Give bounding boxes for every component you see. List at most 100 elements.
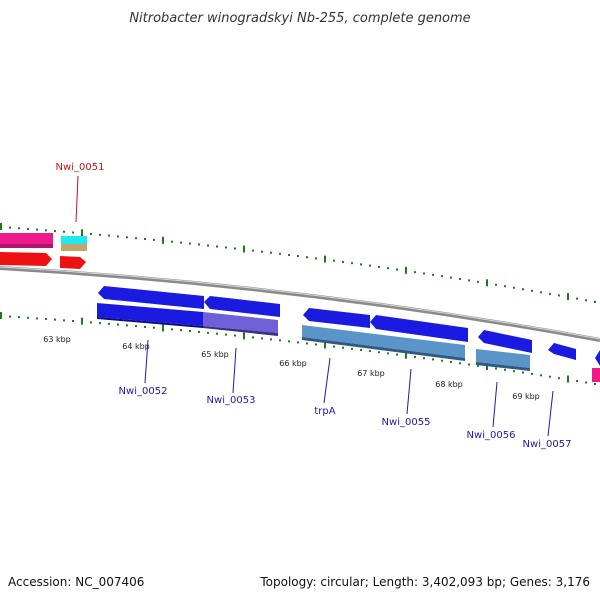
outer-ruler-tick-31 (279, 252, 281, 255)
outer-ruler-tick-56 (504, 285, 506, 288)
outer-ruler-tick-23 (207, 244, 209, 247)
outer-ruler-tick-38 (342, 260, 344, 263)
leader-line-nwi-0056 (492, 381, 498, 428)
cds-arrow-nwi-0056[interactable] (478, 330, 532, 353)
gene-label-nwi-0053[interactable]: Nwi_0053 (207, 395, 256, 406)
gene-bar-nwi-0052[interactable] (97, 303, 203, 326)
outer-ruler-tick-22 (198, 243, 200, 246)
outer-ruler-tick-17 (153, 238, 155, 241)
inner-ruler-tick-0 (0, 312, 2, 319)
gene-label-trpa[interactable]: trpA (314, 406, 335, 417)
outer-ruler-tick-3 (27, 227, 29, 230)
outer-ruler-tick-12 (108, 234, 110, 237)
outer-ruler-tick-34 (306, 256, 308, 259)
gene-label-nwi-0056[interactable]: Nwi_0056 (467, 430, 516, 441)
gene-bar-nwi-0053-shadow (203, 326, 278, 336)
feature-red-arrow-nwi-0051[interactable] (60, 256, 86, 269)
genome-backbone (0, 266, 600, 342)
outer-ruler-tick-25 (225, 246, 227, 249)
inner-ruler-tick-29 (261, 337, 263, 340)
outer-ruler-tick-47 (423, 272, 425, 275)
inner-ruler-tick-12 (108, 322, 110, 325)
scale-label-66kbp: 66 kbp (279, 359, 307, 368)
inner-ruler-tick-22 (198, 330, 200, 333)
outer-ruler-tick-30 (270, 251, 272, 254)
gene-bar-nwi-0056[interactable] (476, 349, 530, 368)
outer-ruler-tick-58 (522, 288, 524, 291)
leader-line-nwi-0051 (75, 175, 79, 223)
inner-ruler-tick-42 (378, 351, 380, 354)
leader-line-nwi-0053 (232, 347, 237, 394)
inner-ruler-tick-19 (171, 328, 173, 331)
outer-ruler-tick-40 (360, 263, 362, 266)
outer-ruler-tick-60 (540, 291, 542, 294)
cds-arrow-partial-right[interactable] (595, 350, 600, 366)
inner-ruler-tick-32 (288, 340, 290, 343)
inner-ruler-tick-50 (450, 360, 452, 363)
inner-ruler-tick-4 (36, 317, 38, 320)
feature-red-arrow-left[interactable] (0, 252, 52, 266)
inner-ruler-tick-59 (531, 372, 533, 375)
outer-ruler-tick-27 (243, 245, 245, 253)
outer-ruler-tick-59 (531, 289, 533, 292)
gene-bar-nwi-0052-shadow (97, 317, 203, 328)
leader-line-nwi-0055 (406, 368, 412, 415)
inner-ruler-tick-35 (315, 343, 317, 346)
feature-cyan-nwi-0051[interactable] (61, 236, 87, 244)
cds-arrow-nwi-0055[interactable] (370, 315, 468, 342)
genome-backbone-highlight (0, 266, 600, 340)
outer-ruler-tick-33 (297, 255, 299, 258)
cds-arrow-nwi-0057[interactable] (548, 343, 576, 360)
genome-summary-text: Topology: circular; Length: 3,402,093 bp… (259, 575, 590, 589)
outer-ruler-tick-53 (477, 280, 479, 283)
gene-bar-nwi-0056-shadow (476, 362, 530, 371)
outer-ruler-tick-42 (378, 265, 380, 268)
outer-ruler-tick-61 (549, 292, 551, 295)
gene-label-nwi-0055[interactable]: Nwi_0055 (382, 417, 431, 428)
accession-text: Accession: NC_007406 (8, 575, 144, 589)
leader-line-nwi-0052 (144, 339, 149, 384)
outer-ruler-tick-37 (333, 259, 335, 262)
outer-ruler-tick-10 (90, 233, 92, 236)
gene-bar-trpa[interactable] (302, 325, 465, 358)
inner-ruler-tick-60 (540, 374, 542, 377)
outer-ruler-tick-32 (288, 253, 290, 256)
inner-ruler-tick-49 (441, 359, 443, 362)
inner-ruler-tick-11 (99, 322, 101, 325)
outer-ruler-tick-9 (81, 229, 83, 237)
cds-arrow-trpa[interactable] (303, 308, 370, 328)
inner-ruler-tick-33 (297, 341, 299, 344)
scale-label-63kbp: 63 kbp (43, 335, 71, 344)
inner-ruler-tick-15 (135, 325, 137, 328)
gene-label-nwi-0052[interactable]: Nwi_0052 (119, 386, 168, 397)
inner-ruler-tick-21 (189, 330, 191, 333)
cds-arrow-nwi-0052[interactable] (98, 286, 204, 309)
outer-ruler-tick-46 (414, 271, 416, 274)
inner-ruler-tick-61 (549, 375, 551, 378)
gene-label-nwi-0051[interactable]: Nwi_0051 (56, 162, 105, 173)
outer-ruler-tick-64 (576, 297, 578, 300)
outer-ruler-tick-63 (567, 293, 569, 301)
feature-pink-partial-right[interactable] (592, 368, 600, 382)
inner-ruler-tick-43 (387, 352, 389, 355)
inner-tick-ring (0, 312, 596, 386)
inner-ruler-tick-51 (459, 362, 461, 365)
inner-ruler-tick-56 (504, 368, 506, 371)
inner-ruler-tick-48 (432, 358, 434, 361)
inner-ruler-tick-25 (225, 333, 227, 336)
inner-ruler-tick-58 (522, 371, 524, 374)
outer-ruler-tick-28 (252, 249, 254, 252)
inner-ruler-tick-6 (54, 318, 56, 321)
cds-arrow-nwi-0053[interactable] (204, 296, 280, 317)
feature-pink-upper[interactable] (0, 233, 53, 246)
gene-label-nwi-0057[interactable]: Nwi_0057 (523, 439, 572, 450)
outer-ruler-tick-13 (117, 235, 119, 238)
inner-ruler-tick-46 (414, 355, 416, 358)
outer-ruler-tick-0 (0, 223, 2, 230)
outer-ruler-tick-65 (585, 299, 587, 302)
inner-ruler-tick-54 (486, 363, 488, 371)
feature-tan-nwi-0051[interactable] (61, 244, 87, 251)
outer-ruler-tick-5 (45, 229, 47, 232)
inner-ruler-tick-52 (468, 363, 470, 366)
inner-ruler-tick-38 (342, 346, 344, 349)
